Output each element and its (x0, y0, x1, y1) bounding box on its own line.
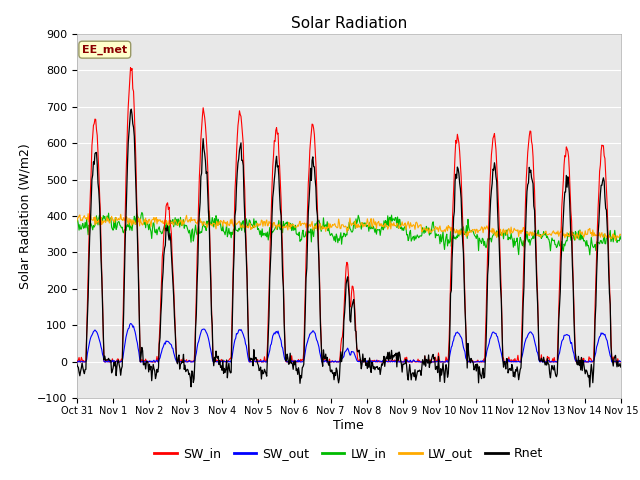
Y-axis label: Solar Radiation (W/m2): Solar Radiation (W/m2) (18, 143, 31, 289)
X-axis label: Time: Time (333, 419, 364, 432)
Legend: SW_in, SW_out, LW_in, LW_out, Rnet: SW_in, SW_out, LW_in, LW_out, Rnet (149, 442, 548, 465)
Text: EE_met: EE_met (82, 45, 127, 55)
Title: Solar Radiation: Solar Radiation (291, 16, 407, 31)
